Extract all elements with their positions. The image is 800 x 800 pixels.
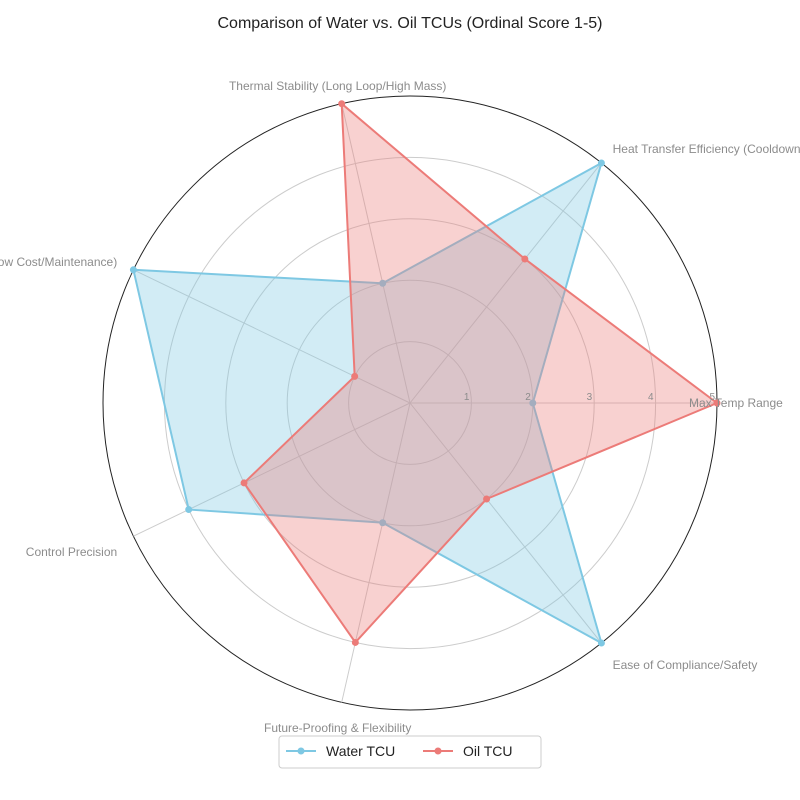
- data-point-water-tcu: [597, 159, 605, 167]
- radar-spoke: [133, 402, 411, 537]
- radial-tick-label: 4: [648, 392, 654, 403]
- legend-item-oil: Oil TCU: [423, 743, 513, 759]
- legend: Water TCU Oil TCU: [278, 735, 542, 769]
- data-point-oil-tcu: [713, 399, 721, 407]
- data-point-water-tcu: [129, 266, 137, 274]
- legend-label-water: Water TCU: [326, 743, 395, 759]
- data-point-water-tcu: [529, 399, 537, 407]
- axis-label: Ease of Compliance/Safety: [613, 658, 758, 672]
- legend-marker-water: [297, 747, 305, 755]
- radar-grid: [102, 95, 718, 711]
- radar-spoke: [341, 402, 411, 703]
- legend-item-water: Water TCU: [286, 743, 395, 759]
- data-point-oil-tcu: [351, 372, 359, 380]
- axis-label: Control Precision: [26, 545, 117, 559]
- data-point-oil-tcu: [351, 638, 359, 646]
- axis-label: Cost-Effectiveness (Low Cost/Maintenance…: [0, 255, 117, 269]
- data-point-oil-tcu: [338, 100, 346, 108]
- data-point-oil-tcu: [483, 495, 491, 503]
- series-area-water-tcu: [132, 161, 603, 645]
- radial-tick-label: 3: [587, 392, 593, 403]
- data-point-water-tcu: [379, 279, 387, 287]
- radar-spoke: [133, 269, 411, 404]
- legend-marker-oil: [434, 747, 442, 755]
- series-area-oil-tcu: [243, 102, 718, 644]
- legend-label-oil: Oil TCU: [463, 743, 513, 759]
- data-point-water-tcu: [597, 639, 605, 647]
- data-point-oil-tcu: [240, 479, 248, 487]
- radial-tick-label: 1: [464, 392, 470, 403]
- axis-labels: Max Temp Range Heat Transfer Efficiency (…: [0, 79, 800, 735]
- chart-title: Comparison of Water vs. Oil TCUs (Ordina…: [218, 15, 603, 32]
- legend-box: [278, 735, 542, 769]
- radial-tick-label: 2: [525, 392, 531, 403]
- axis-label: Future-Proofing & Flexibility: [264, 721, 411, 735]
- data-point-water-tcu: [379, 519, 387, 527]
- radar-spoke: [341, 103, 411, 404]
- radial-tick-label: 5: [709, 392, 715, 403]
- axis-label: Thermal Stability (Long Loop/High Mass): [229, 79, 446, 93]
- radar-spoke: [409, 402, 602, 644]
- data-point-water-tcu: [185, 506, 193, 514]
- radial-ticks: 1 2 3 4 5: [464, 392, 716, 403]
- axis-label: Heat Transfer Efficiency (Cooldown): [613, 142, 800, 156]
- radar-series: [129, 100, 721, 647]
- data-point-oil-tcu: [521, 255, 529, 263]
- radar-spoke: [409, 162, 602, 404]
- axis-label: Max Temp Range: [689, 396, 783, 410]
